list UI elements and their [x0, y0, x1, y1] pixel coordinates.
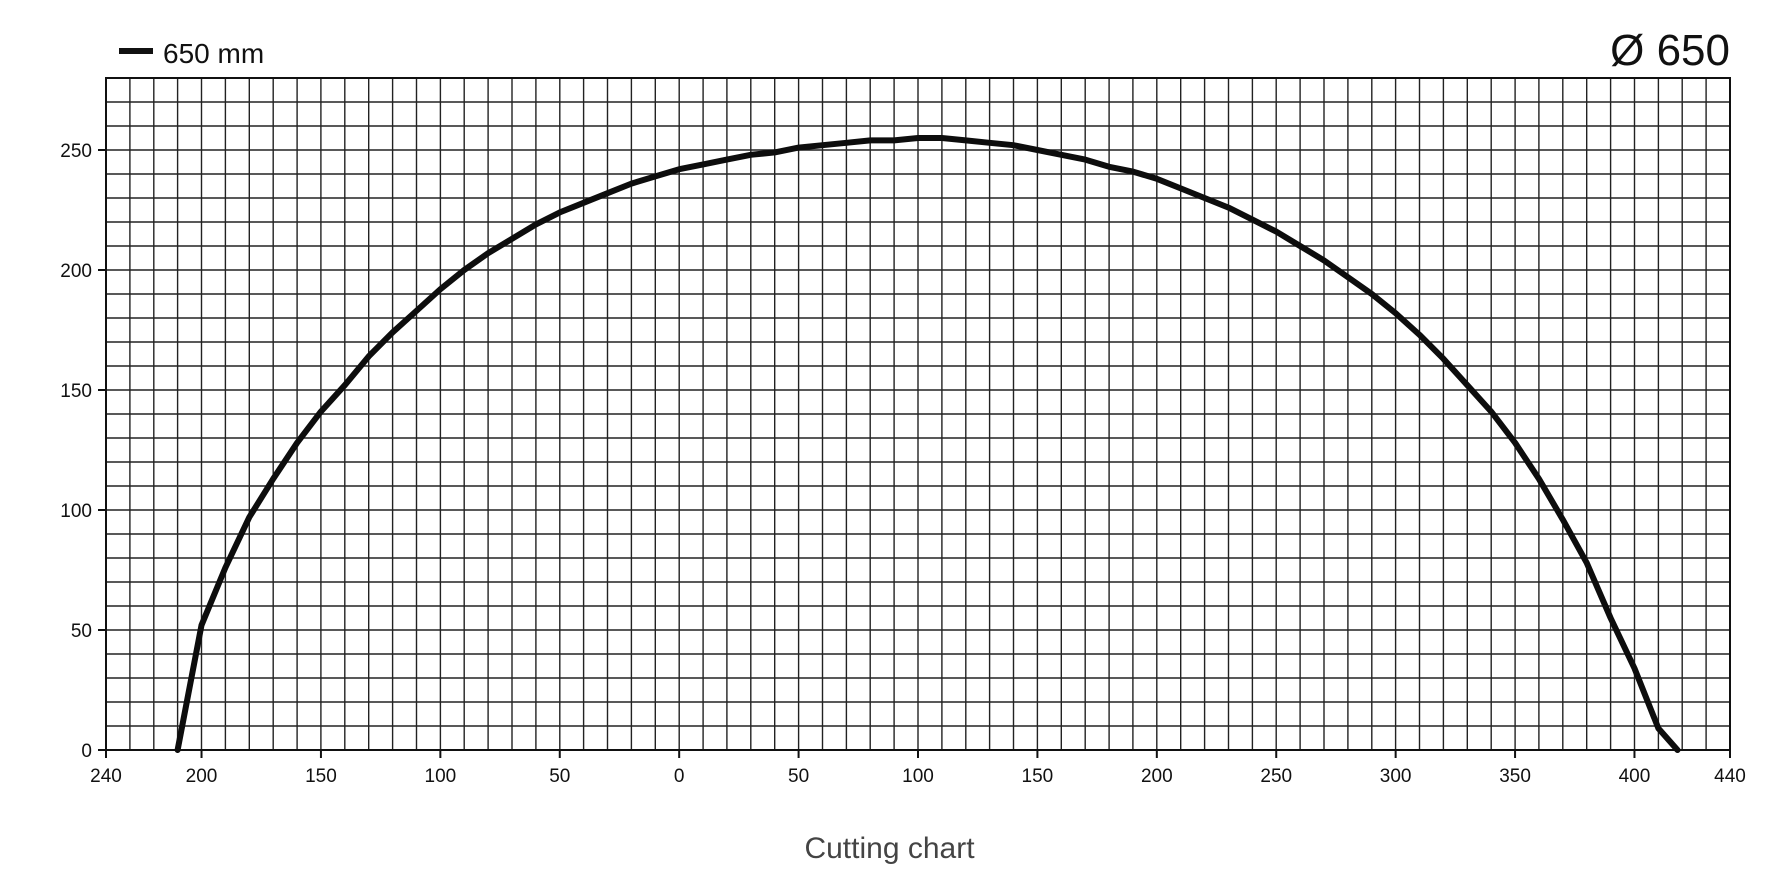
y-tick-label: 150 — [60, 381, 92, 402]
diameter-label: Ø 650 — [1610, 26, 1730, 75]
y-tick-label: 50 — [71, 621, 92, 642]
x-tick-label: 250 — [1260, 766, 1292, 787]
x-tick-label: 400 — [1619, 766, 1651, 787]
x-tick-label: 200 — [186, 766, 218, 787]
y-tick-label: 200 — [60, 261, 92, 282]
series-layer — [174, 135, 1681, 753]
y-tick-label: 100 — [60, 501, 92, 522]
chart-grid — [105, 77, 1731, 751]
x-tick-label: 0 — [674, 766, 685, 787]
series-line-650mm — [174, 135, 1681, 753]
plot-frame — [105, 77, 1731, 751]
x-tick-label: 200 — [1141, 766, 1173, 787]
y-axis-ticks: 0 50 100 150 200 250 — [60, 141, 106, 762]
x-tick-label: 240 — [90, 766, 122, 787]
x-tick-label: 150 — [1022, 766, 1054, 787]
x-tick-label: 440 — [1714, 766, 1746, 787]
x-tick-label: 100 — [902, 766, 934, 787]
x-axis-ticks: 240 200 150 100 50 0 50 100 150 200 250 300 350 400 44… — [90, 750, 1746, 787]
y-tick-label: 250 — [60, 141, 92, 162]
x-tick-label: 150 — [305, 766, 337, 787]
x-tick-label: 50 — [788, 766, 809, 787]
y-tick-label: 0 — [81, 741, 92, 762]
legend: 650 mm — [119, 38, 264, 69]
chart-caption: Cutting chart — [804, 832, 975, 865]
x-tick-label: 50 — [549, 766, 570, 787]
legend-label: 650 mm — [163, 38, 264, 69]
x-tick-label: 350 — [1499, 766, 1531, 787]
x-tick-label: 300 — [1380, 766, 1412, 787]
x-tick-label: 100 — [425, 766, 457, 787]
